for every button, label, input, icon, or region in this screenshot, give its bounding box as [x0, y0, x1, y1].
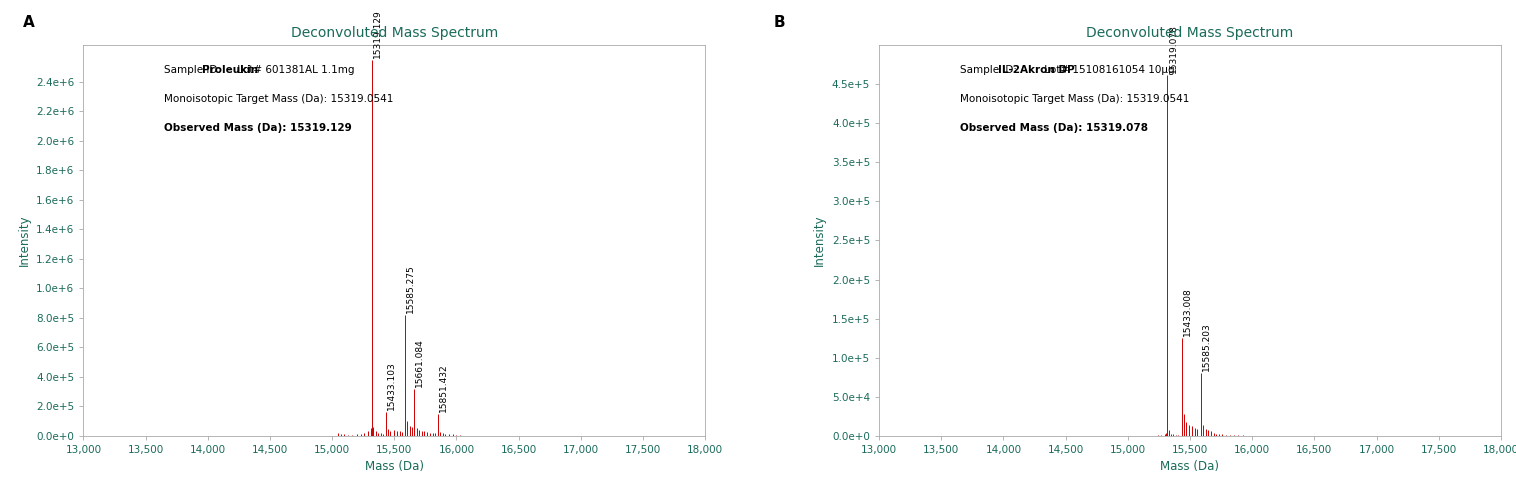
X-axis label: Mass (Da): Mass (Da) [1160, 460, 1219, 473]
Y-axis label: Intensity: Intensity [813, 214, 826, 267]
Text: Observed Mass (Da): 15319.129: Observed Mass (Da): 15319.129 [164, 123, 352, 133]
Title: Deconvoluted Mass Spectrum: Deconvoluted Mass Spectrum [291, 26, 497, 40]
Text: Sample ID:: Sample ID: [960, 65, 1020, 75]
Title: Deconvoluted Mass Spectrum: Deconvoluted Mass Spectrum [1087, 26, 1293, 40]
X-axis label: Mass (Da): Mass (Da) [365, 460, 424, 473]
Y-axis label: Intensity: Intensity [18, 214, 30, 267]
Text: Sample ID:: Sample ID: [164, 65, 224, 75]
Text: 15585.275: 15585.275 [406, 264, 415, 313]
Text: 15433.103: 15433.103 [387, 362, 396, 410]
Text: 15585.203: 15585.203 [1202, 323, 1211, 371]
Text: Lot# 15108161054 10μg: Lot# 15108161054 10μg [1040, 65, 1175, 75]
Text: 15661.084: 15661.084 [415, 338, 424, 387]
Text: A: A [23, 15, 35, 30]
Text: 15319.129: 15319.129 [373, 9, 382, 58]
Text: Lot# 601381AL 1.1mg: Lot# 601381AL 1.1mg [233, 65, 355, 75]
Text: IL-2Akron DP: IL-2Akron DP [998, 65, 1075, 75]
Text: 15433.008: 15433.008 [1182, 288, 1192, 336]
Text: 15851.432: 15851.432 [440, 363, 447, 412]
Text: 15319.078: 15319.078 [1169, 24, 1178, 73]
Text: Proleukin: Proleukin [202, 65, 258, 75]
Text: Observed Mass (Da): 15319.078: Observed Mass (Da): 15319.078 [960, 123, 1148, 133]
Text: Monoisotopic Target Mass (Da): 15319.0541: Monoisotopic Target Mass (Da): 15319.054… [164, 94, 394, 104]
Text: Monoisotopic Target Mass (Da): 15319.0541: Monoisotopic Target Mass (Da): 15319.054… [960, 94, 1190, 104]
Text: B: B [773, 15, 785, 30]
